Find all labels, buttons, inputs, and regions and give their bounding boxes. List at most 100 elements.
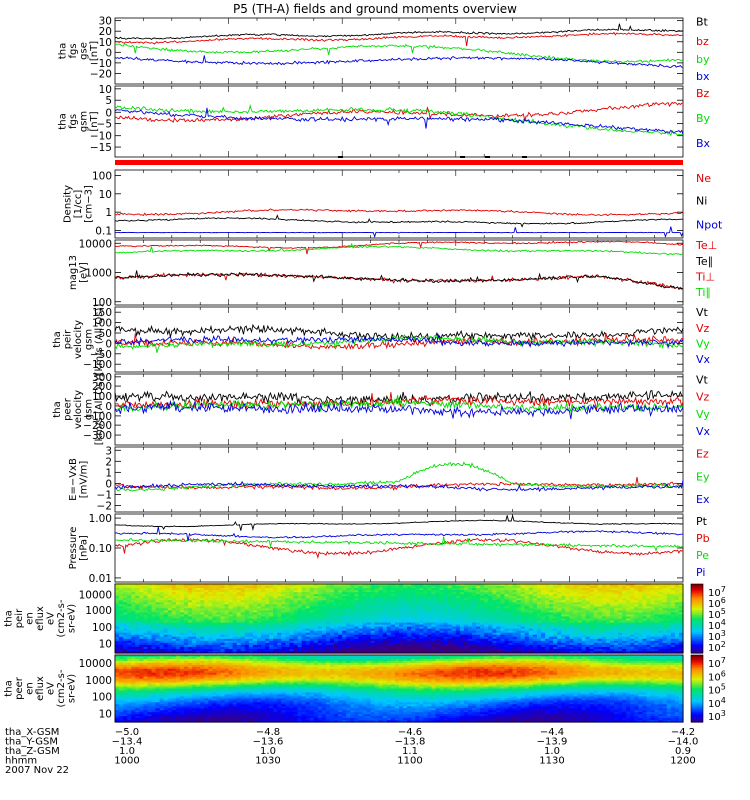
spectrogram-cell — [431, 610, 437, 614]
spectrogram-cell — [155, 634, 161, 638]
spectrogram-cell — [131, 600, 136, 603]
spectrogram-cell — [301, 602, 307, 605]
spectrogram-cell — [467, 634, 473, 638]
spectrogram-cell — [480, 646, 485, 650]
spectrogram-cell — [463, 588, 469, 591]
spectrogram-cell — [467, 612, 473, 616]
spectrogram-cell — [435, 588, 441, 591]
spectrogram-cell — [407, 604, 412, 607]
spectrogram-cell — [342, 616, 347, 620]
spectrogram-cell — [240, 592, 246, 595]
spectrogram-cell — [492, 622, 497, 626]
spectrogram-cell — [524, 608, 530, 611]
spectrogram-cell — [354, 596, 360, 599]
spectrogram-cell — [313, 632, 319, 636]
spectrogram-cell — [520, 636, 526, 640]
spectrogram-cell — [504, 648, 510, 652]
spectrogram-cell — [476, 596, 481, 599]
spectrogram-cell — [281, 644, 286, 648]
spectrogram-cell — [423, 592, 428, 595]
spectrogram-cell — [528, 598, 534, 601]
spectrogram-cell — [581, 634, 587, 638]
y-tick-label: 1000 — [85, 268, 112, 280]
spectrogram-cell — [232, 586, 238, 589]
spectrogram-cell — [614, 646, 619, 650]
spectrogram-cell — [232, 646, 238, 650]
spectrogram-cell — [216, 600, 222, 603]
spectrogram-cell — [386, 622, 392, 626]
spectrogram-cell — [248, 634, 254, 638]
spectrogram-cell — [403, 612, 408, 616]
spectrogram-cell — [334, 648, 339, 652]
spectrogram-cell — [593, 584, 599, 587]
spectrogram-cell — [171, 604, 177, 607]
spectrogram-cell — [605, 650, 611, 654]
spectrogram-cell — [520, 596, 526, 599]
spectrogram-cell — [200, 616, 205, 620]
spectrogram-cell — [179, 620, 185, 624]
spectrogram-cell — [415, 584, 420, 587]
spectrogram-cell — [545, 624, 550, 628]
spectrogram-cell — [200, 624, 205, 628]
spectrogram-cell — [366, 624, 372, 628]
spectrogram-cell — [447, 644, 453, 648]
spectrogram-cell — [208, 590, 213, 593]
spectrogram-cell — [431, 600, 437, 603]
spectrogram-cell — [630, 596, 635, 599]
spectrogram-cell — [123, 636, 128, 640]
spectrogram-cell — [512, 626, 518, 630]
spectrogram-cell — [573, 606, 579, 609]
spectrogram-cell — [366, 646, 372, 650]
spectrogram-cell — [403, 650, 408, 654]
spectrogram-cell — [236, 616, 242, 620]
spectrogram-cell — [289, 618, 295, 622]
spectrogram-cell — [362, 610, 368, 614]
spectrogram-cell — [183, 642, 189, 646]
spectrogram-cell — [496, 596, 502, 599]
spectrogram-cell — [204, 624, 209, 628]
spectrogram-cell — [119, 628, 124, 632]
spectrogram-cell — [115, 586, 120, 589]
spectrogram-cell — [321, 632, 327, 636]
spectrogram-cell — [407, 590, 412, 593]
spectrogram-cell — [346, 600, 351, 603]
spectrogram-cell — [309, 600, 315, 603]
spectrogram-cell — [516, 626, 522, 630]
spectrogram-cell — [585, 596, 591, 599]
spectrogram-cell — [484, 634, 489, 638]
spectrogram-cell — [601, 640, 607, 644]
spectrogram-cell — [317, 590, 323, 593]
spectrogram-cell — [151, 628, 157, 632]
spectrogram-cell — [200, 610, 205, 614]
spectrogram-cell — [545, 622, 550, 626]
spectrogram-cell — [261, 616, 266, 620]
spectrogram-cell — [378, 598, 384, 601]
spectrogram-cell — [317, 648, 323, 652]
spectrogram-cell — [370, 610, 376, 614]
spectrogram-cell — [447, 600, 453, 603]
spectrogram-cell — [248, 648, 254, 652]
spectrogram-cell — [601, 612, 607, 616]
spectrogram-cell — [297, 606, 303, 609]
spectrogram-cell — [265, 588, 270, 591]
spectrogram-cell — [212, 618, 218, 622]
spectrogram-cell — [139, 608, 144, 611]
spectrogram-cell — [346, 588, 351, 591]
spectrogram-cell — [192, 612, 197, 616]
spectrogram-cell — [622, 600, 627, 603]
spectrogram-cell — [520, 638, 526, 642]
spectrogram-cell — [171, 586, 177, 589]
spectrogram-cell — [236, 592, 242, 595]
spectrogram-cell — [476, 640, 481, 644]
spectrogram-cell — [411, 600, 416, 603]
spectrogram-cell — [407, 616, 412, 620]
spectrogram-cell — [370, 644, 376, 648]
spectrogram-cell — [565, 646, 570, 650]
spectrogram-cell — [411, 596, 416, 599]
spectrogram-cell — [435, 618, 441, 622]
spectrogram-cell — [508, 638, 514, 642]
spectrogram-cell — [626, 628, 631, 632]
spectrogram-cell — [265, 632, 270, 636]
spectrogram-cell — [394, 624, 400, 628]
spectrogram-cell — [192, 604, 197, 607]
